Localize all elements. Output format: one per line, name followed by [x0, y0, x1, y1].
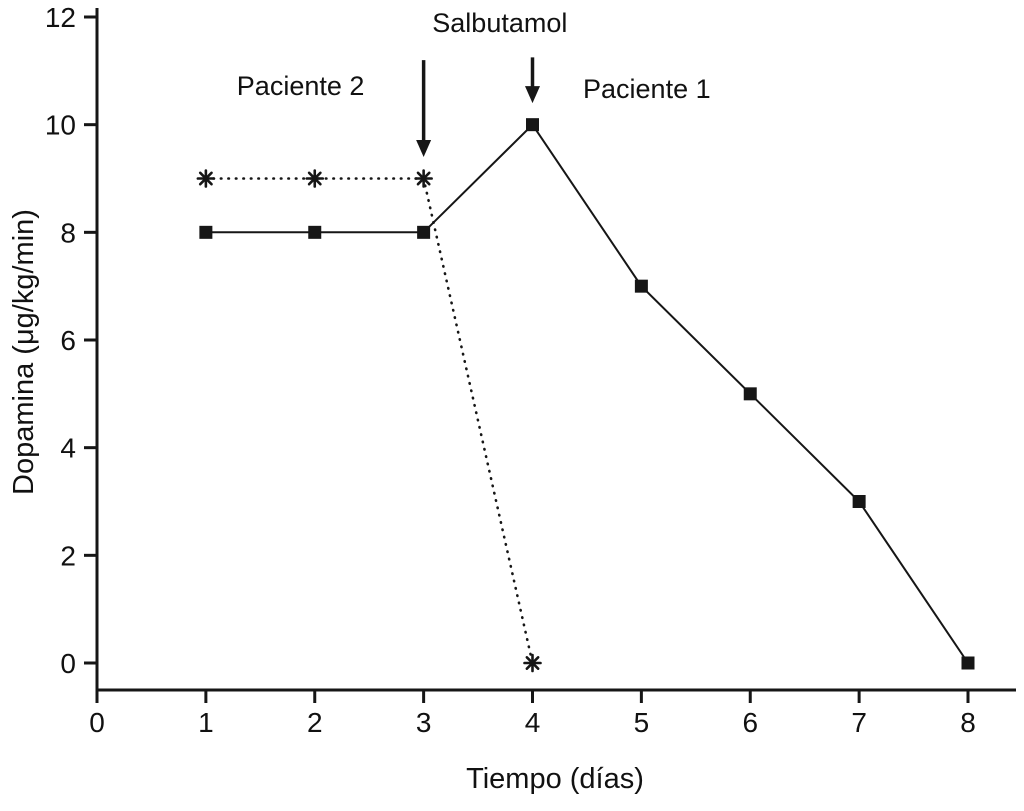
marker-asterisk-paciente-2 [305, 169, 325, 188]
marker-square-paciente-1 [308, 225, 322, 239]
x-tick-label: 6 [742, 707, 758, 738]
y-tick-label: 2 [60, 540, 76, 571]
marker-square-paciente-1 [852, 495, 866, 508]
x-tick-label: 0 [89, 707, 105, 738]
annotation-paciente-2: Paciente 2 [237, 71, 365, 101]
marker-square-paciente-1 [417, 225, 431, 239]
x-axis-title: Tiempo (días) [466, 763, 644, 795]
y-tick-label: 6 [60, 325, 76, 356]
marker-square-paciente-1 [634, 279, 648, 293]
annotation-paciente-1: Paciente 1 [583, 74, 711, 104]
x-tick-label: 4 [525, 707, 541, 738]
y-tick-label: 10 [45, 110, 76, 141]
y-axis-title: Dopamina (μg/kg/min) [8, 209, 40, 495]
marker-square-paciente-1 [526, 118, 539, 132]
marker-square-paciente-1 [743, 387, 757, 401]
marker-square-paciente-1 [199, 225, 213, 239]
y-tick-label: 4 [60, 433, 76, 464]
salbutamol-arrow-day-4-head [525, 86, 540, 104]
y-tick-label: 8 [60, 217, 76, 248]
x-tick-label: 5 [634, 707, 650, 738]
marker-asterisk-paciente-2 [414, 169, 433, 188]
series-line-paciente-1 [205, 123, 969, 664]
x-tick-label: 3 [416, 707, 432, 738]
x-tick-label: 7 [851, 707, 867, 738]
salbutamol-arrow-day-3-head [416, 139, 432, 157]
y-tick-label: 0 [60, 648, 76, 679]
series-line-paciente-2 [204, 177, 534, 665]
annotation-salbutamol: Salbutamol [432, 8, 567, 38]
x-tick-label: 1 [198, 707, 214, 738]
x-tick-label: 8 [960, 707, 976, 738]
marker-asterisk-paciente-2 [196, 169, 216, 188]
marker-asterisk-paciente-2 [523, 653, 542, 673]
y-tick-label: 12 [45, 2, 76, 33]
marker-square-paciente-1 [961, 656, 975, 670]
x-tick-label: 2 [307, 707, 323, 738]
